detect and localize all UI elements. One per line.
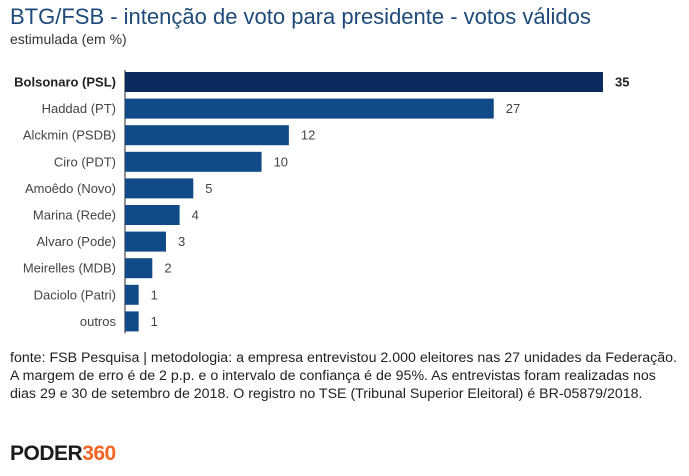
chart-title: BTG/FSB - intenção de voto para presiden… xyxy=(10,4,591,29)
source-note: fonte: FSB Pesquisa | metodologia: a emp… xyxy=(10,350,677,402)
bar xyxy=(125,284,139,305)
value-label: 4 xyxy=(192,208,199,223)
bar xyxy=(125,178,194,199)
bar xyxy=(125,205,180,225)
category-label: Daciolo (Patri) xyxy=(34,287,116,302)
value-label: 1 xyxy=(151,314,158,329)
value-label: 5 xyxy=(205,181,212,196)
category-label: Alckmin (PSDB) xyxy=(23,128,116,143)
value-label: 12 xyxy=(301,128,315,143)
bar xyxy=(125,258,153,279)
category-label: Amoêdo (Novo) xyxy=(25,181,116,196)
value-label: 3 xyxy=(178,234,185,249)
category-label: outros xyxy=(80,314,117,329)
value-label: 27 xyxy=(506,101,520,116)
value-label: 35 xyxy=(615,75,629,90)
value-label: 2 xyxy=(164,261,171,276)
category-label: Bolsonaro (PSL) xyxy=(14,75,116,90)
bar xyxy=(125,125,289,146)
logo-text-poder: PODER xyxy=(10,442,83,465)
category-label: Ciro (PDT) xyxy=(54,154,116,169)
category-label: Marina (Rede) xyxy=(33,208,116,223)
value-label: 1 xyxy=(151,287,158,302)
logo-text-360: 360 xyxy=(82,442,116,465)
chart-subtitle: estimulada (em %) xyxy=(10,31,127,47)
bar xyxy=(125,231,166,252)
poder360-logo: PODER360 xyxy=(10,442,116,466)
bar xyxy=(125,151,262,172)
bar xyxy=(125,98,494,119)
bar xyxy=(125,72,603,92)
category-label: Alvaro (Pode) xyxy=(37,234,116,249)
value-label: 10 xyxy=(274,154,288,169)
bar xyxy=(125,311,139,332)
category-label: Meirelles (MDB) xyxy=(23,261,116,276)
category-label: Haddad (PT) xyxy=(42,101,116,116)
